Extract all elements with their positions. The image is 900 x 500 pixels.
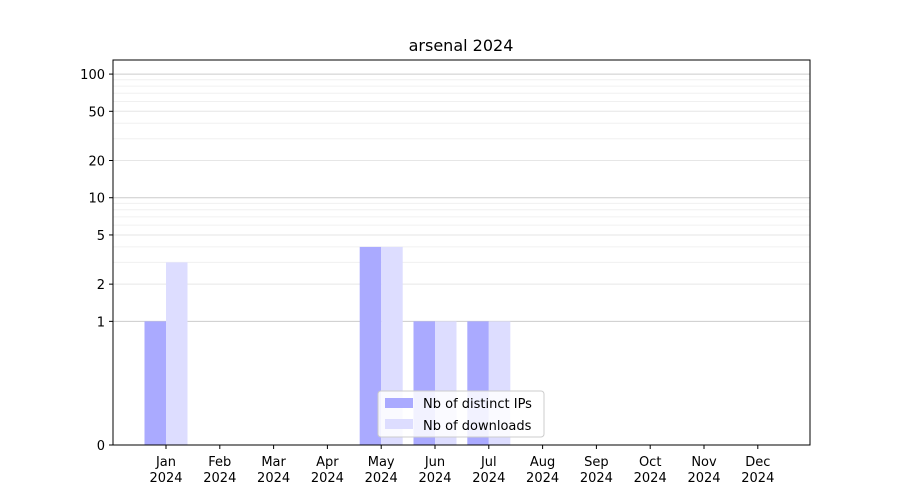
x-tick-label-year: 2024 [580, 471, 613, 486]
y-tick-label: 100 [80, 68, 105, 83]
legend-label-ips: Nb of distinct IPs [423, 397, 532, 412]
legend-swatch-ips [385, 398, 413, 408]
x-tick-label-year: 2024 [203, 471, 236, 486]
x-tick-label-month: Jan [155, 455, 176, 470]
y-tick-label: 50 [88, 105, 105, 120]
x-tick-label-year: 2024 [687, 471, 720, 486]
chart-title: arsenal 2024 [409, 36, 514, 55]
x-tick-label-year: 2024 [472, 471, 505, 486]
plot-frame [112, 59, 811, 446]
y-tick-label: 20 [88, 155, 105, 170]
x-tick-label-month: Mar [261, 455, 286, 470]
gridlines [113, 73, 810, 446]
y-tick-label: 1 [97, 315, 105, 330]
x-tick-label-month: Apr [316, 455, 339, 470]
y-tick-label: 0 [97, 439, 105, 454]
x-tick-label-year: 2024 [418, 471, 451, 486]
x-tick-label-month: Oct [639, 455, 661, 470]
x-tick-label-month: May [368, 455, 395, 470]
legend-box [377, 390, 545, 438]
x-tick-label-month: Aug [530, 455, 555, 470]
x-tick-label-year: 2024 [365, 471, 398, 486]
legend: Nb of distinct IPs Nb of downloads [377, 390, 545, 438]
x-tick-label-year: 2024 [311, 471, 344, 486]
y-tick-label: 5 [97, 229, 105, 244]
x-tick-label-month: Jul [480, 455, 497, 470]
x-tick-label-month: Jun [424, 455, 445, 470]
x-tick-label-month: Sep [584, 455, 609, 470]
y-tick-label: 2 [97, 278, 105, 293]
x-tick-label-year: 2024 [149, 471, 182, 486]
x-tick-label-year: 2024 [741, 471, 774, 486]
bar-distinct-ips [144, 321, 166, 445]
y-axis: 0 1 2 5 10 20 50 100 [80, 68, 113, 454]
bar-distinct-ips [359, 246, 382, 445]
x-tick-label-month: Dec [745, 455, 770, 470]
legend-swatch-downloads [385, 419, 413, 429]
y-tick-label: 10 [88, 192, 105, 207]
x-tick-label-year: 2024 [257, 471, 290, 486]
x-tick-label-month: Feb [208, 455, 231, 470]
bar-downloads [166, 262, 188, 445]
legend-label-downloads: Nb of downloads [423, 419, 532, 434]
x-tick-label-year: 2024 [634, 471, 667, 486]
x-tick-label-month: Nov [691, 455, 717, 470]
x-tick-label-year: 2024 [526, 471, 559, 486]
x-axis: Jan2024Feb2024Mar2024Apr2024May2024Jun20… [149, 445, 774, 486]
